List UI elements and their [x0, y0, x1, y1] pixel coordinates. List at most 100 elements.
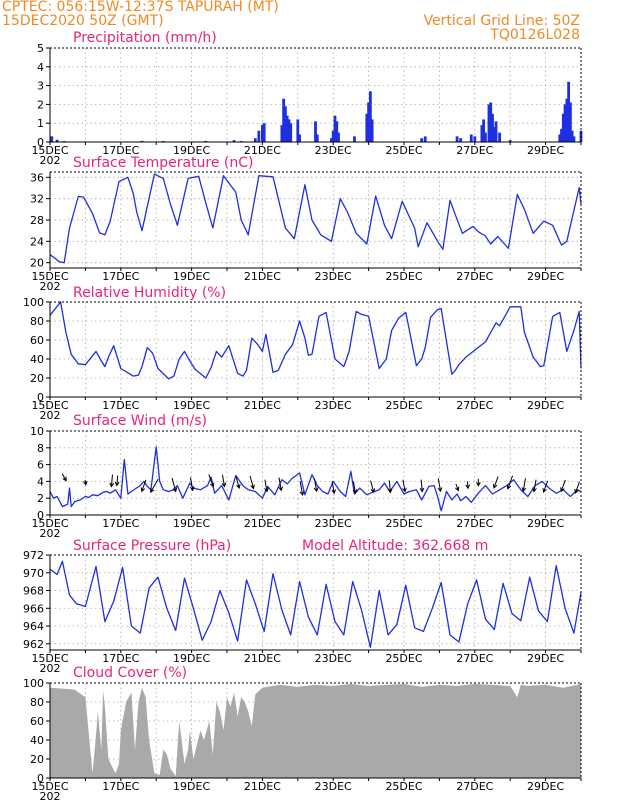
temp-title: Surface Temperature (nC) — [73, 155, 254, 171]
wind-arrow — [465, 481, 471, 490]
x-tick-label: 17DEC — [102, 652, 139, 665]
wind-arrow-shaft — [522, 478, 526, 492]
precip-bar — [423, 136, 427, 142]
wind-series-line — [49, 446, 582, 512]
wind-arrow — [235, 476, 241, 490]
x-tick-label: 29DEC — [527, 652, 564, 665]
wind-arrow-head — [370, 488, 376, 494]
y-tick-label: 40 — [30, 734, 44, 747]
header-station-line: CPTEC: 056:15W-12:37S TAPURAH (MT) — [2, 0, 279, 15]
y-tick-label: 4 — [37, 475, 44, 488]
y-tick-label: 0 — [37, 391, 44, 404]
precip-bar — [365, 113, 369, 142]
wind-arrow-head — [62, 476, 67, 482]
wind-arrow-head — [465, 484, 471, 490]
x-tick-label: 21DEC — [244, 399, 281, 412]
precip-title: Precipitation (mm/h) — [73, 30, 217, 46]
x-tick-label: 17DEC — [102, 780, 139, 793]
y-tick-label: 40 — [30, 353, 44, 366]
wind-arrow-shaft — [560, 479, 566, 492]
wind-arrow — [352, 481, 358, 495]
precip-bar — [558, 134, 562, 142]
precip-bar — [296, 119, 300, 142]
x-tick-label: 17DEC — [102, 144, 139, 157]
wind-arrow — [264, 479, 269, 493]
wind-arrow-shaft — [208, 474, 214, 487]
x-year-label: 202 — [40, 790, 61, 800]
x-year-label: 202 — [40, 280, 61, 293]
y-tick-label: 60 — [30, 715, 44, 728]
precip-bar — [314, 121, 317, 142]
y-tick-label: 28 — [30, 214, 44, 227]
wind-arrow — [521, 478, 527, 493]
wind-arrow-shaft — [402, 479, 406, 492]
wind-arrow-head — [221, 482, 227, 488]
precip-bar — [572, 136, 576, 142]
wind-arrow — [331, 481, 336, 495]
wind-arrow-head — [150, 488, 155, 493]
wind-arrow-shaft — [189, 477, 194, 491]
x-tick-label: 25DEC — [385, 652, 422, 665]
wind-arrow-shaft — [110, 474, 113, 487]
x-tick-label: 19DEC — [173, 399, 210, 412]
x-tick-label: 21DEC — [244, 780, 281, 793]
precip-bar — [561, 113, 565, 142]
precip-bar — [257, 130, 261, 142]
precip-bar — [498, 132, 501, 142]
y-tick-label: 32 — [30, 193, 44, 206]
wind-arrow-head — [419, 487, 425, 493]
x-tick-label: 27DEC — [456, 517, 493, 530]
y-tick-label: 962 — [23, 638, 44, 651]
x-tick-label: 19DEC — [173, 517, 210, 530]
wind-arrow — [150, 478, 159, 493]
precip-bar — [367, 102, 370, 142]
x-tick-label: 25DEC — [385, 399, 422, 412]
wind-arrow-head — [236, 484, 241, 490]
x-tick-label: 23DEC — [315, 780, 352, 793]
x-tick-label: 15DEC — [31, 652, 68, 665]
wind-arrow-head — [331, 489, 336, 495]
cloud-title: Cloud Cover (%) — [73, 665, 187, 681]
wind-arrow-head — [574, 488, 579, 494]
y-tick-label: 966 — [23, 602, 44, 615]
x-tick-label: 17DEC — [102, 270, 139, 283]
x-tick-label: 25DEC — [385, 517, 422, 530]
y-tick-label: 5 — [37, 42, 44, 55]
x-year-label: 202 — [40, 154, 61, 167]
pres-title: Surface Pressure (hPa) — [73, 538, 231, 554]
wind-arrow — [402, 479, 407, 493]
y-tick-label: 80 — [30, 696, 44, 709]
wind-arrow — [109, 474, 115, 488]
wind-arrow-head — [352, 489, 358, 495]
precip-bar — [565, 98, 569, 142]
wind-arrow-head — [475, 481, 481, 487]
wind-arrow — [370, 480, 376, 494]
y-tick-label: 3 — [37, 80, 44, 93]
x-tick-label: 15DEC — [31, 144, 68, 157]
y-tick-label: 20 — [30, 372, 44, 385]
wind-arrow — [532, 479, 537, 493]
precip-bar — [280, 125, 284, 142]
wind-arrow — [454, 483, 460, 492]
y-tick-label: 964 — [23, 620, 44, 633]
y-tick-label: 20 — [30, 753, 44, 766]
x-tick-label: 15DEC — [31, 399, 68, 412]
y-tick-label: 36 — [30, 171, 44, 184]
wind-arrow-shaft — [388, 480, 391, 493]
x-tick-label: 19DEC — [173, 652, 210, 665]
x-year-label: 202 — [40, 527, 61, 540]
wind-arrow-head — [114, 481, 120, 487]
wind-arrow-shaft — [331, 481, 335, 494]
x-tick-label: 29DEC — [527, 780, 564, 793]
rh-title: Relative Humidity (%) — [73, 285, 226, 301]
precip-bar — [282, 98, 286, 142]
x-tick-label: 27DEC — [456, 270, 493, 283]
precip-bar — [333, 115, 337, 142]
wind-arrow-shaft — [455, 483, 459, 491]
wind-arrow — [208, 474, 215, 488]
wind-arrow — [437, 478, 443, 493]
precip-bar — [560, 128, 563, 142]
x-tick-label: 29DEC — [527, 517, 564, 530]
wind-arrow-shaft — [221, 474, 225, 487]
